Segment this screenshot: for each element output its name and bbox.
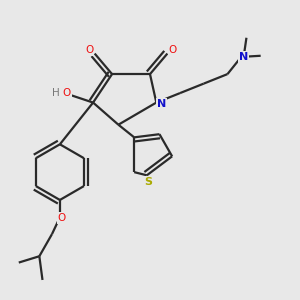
Text: O: O [85,45,93,55]
Text: N: N [239,52,248,62]
Text: H: H [52,88,60,98]
Text: N: N [157,98,166,109]
Text: S: S [144,177,152,187]
Text: O: O [57,213,66,223]
Text: O: O [169,45,177,55]
Text: O: O [63,88,71,98]
